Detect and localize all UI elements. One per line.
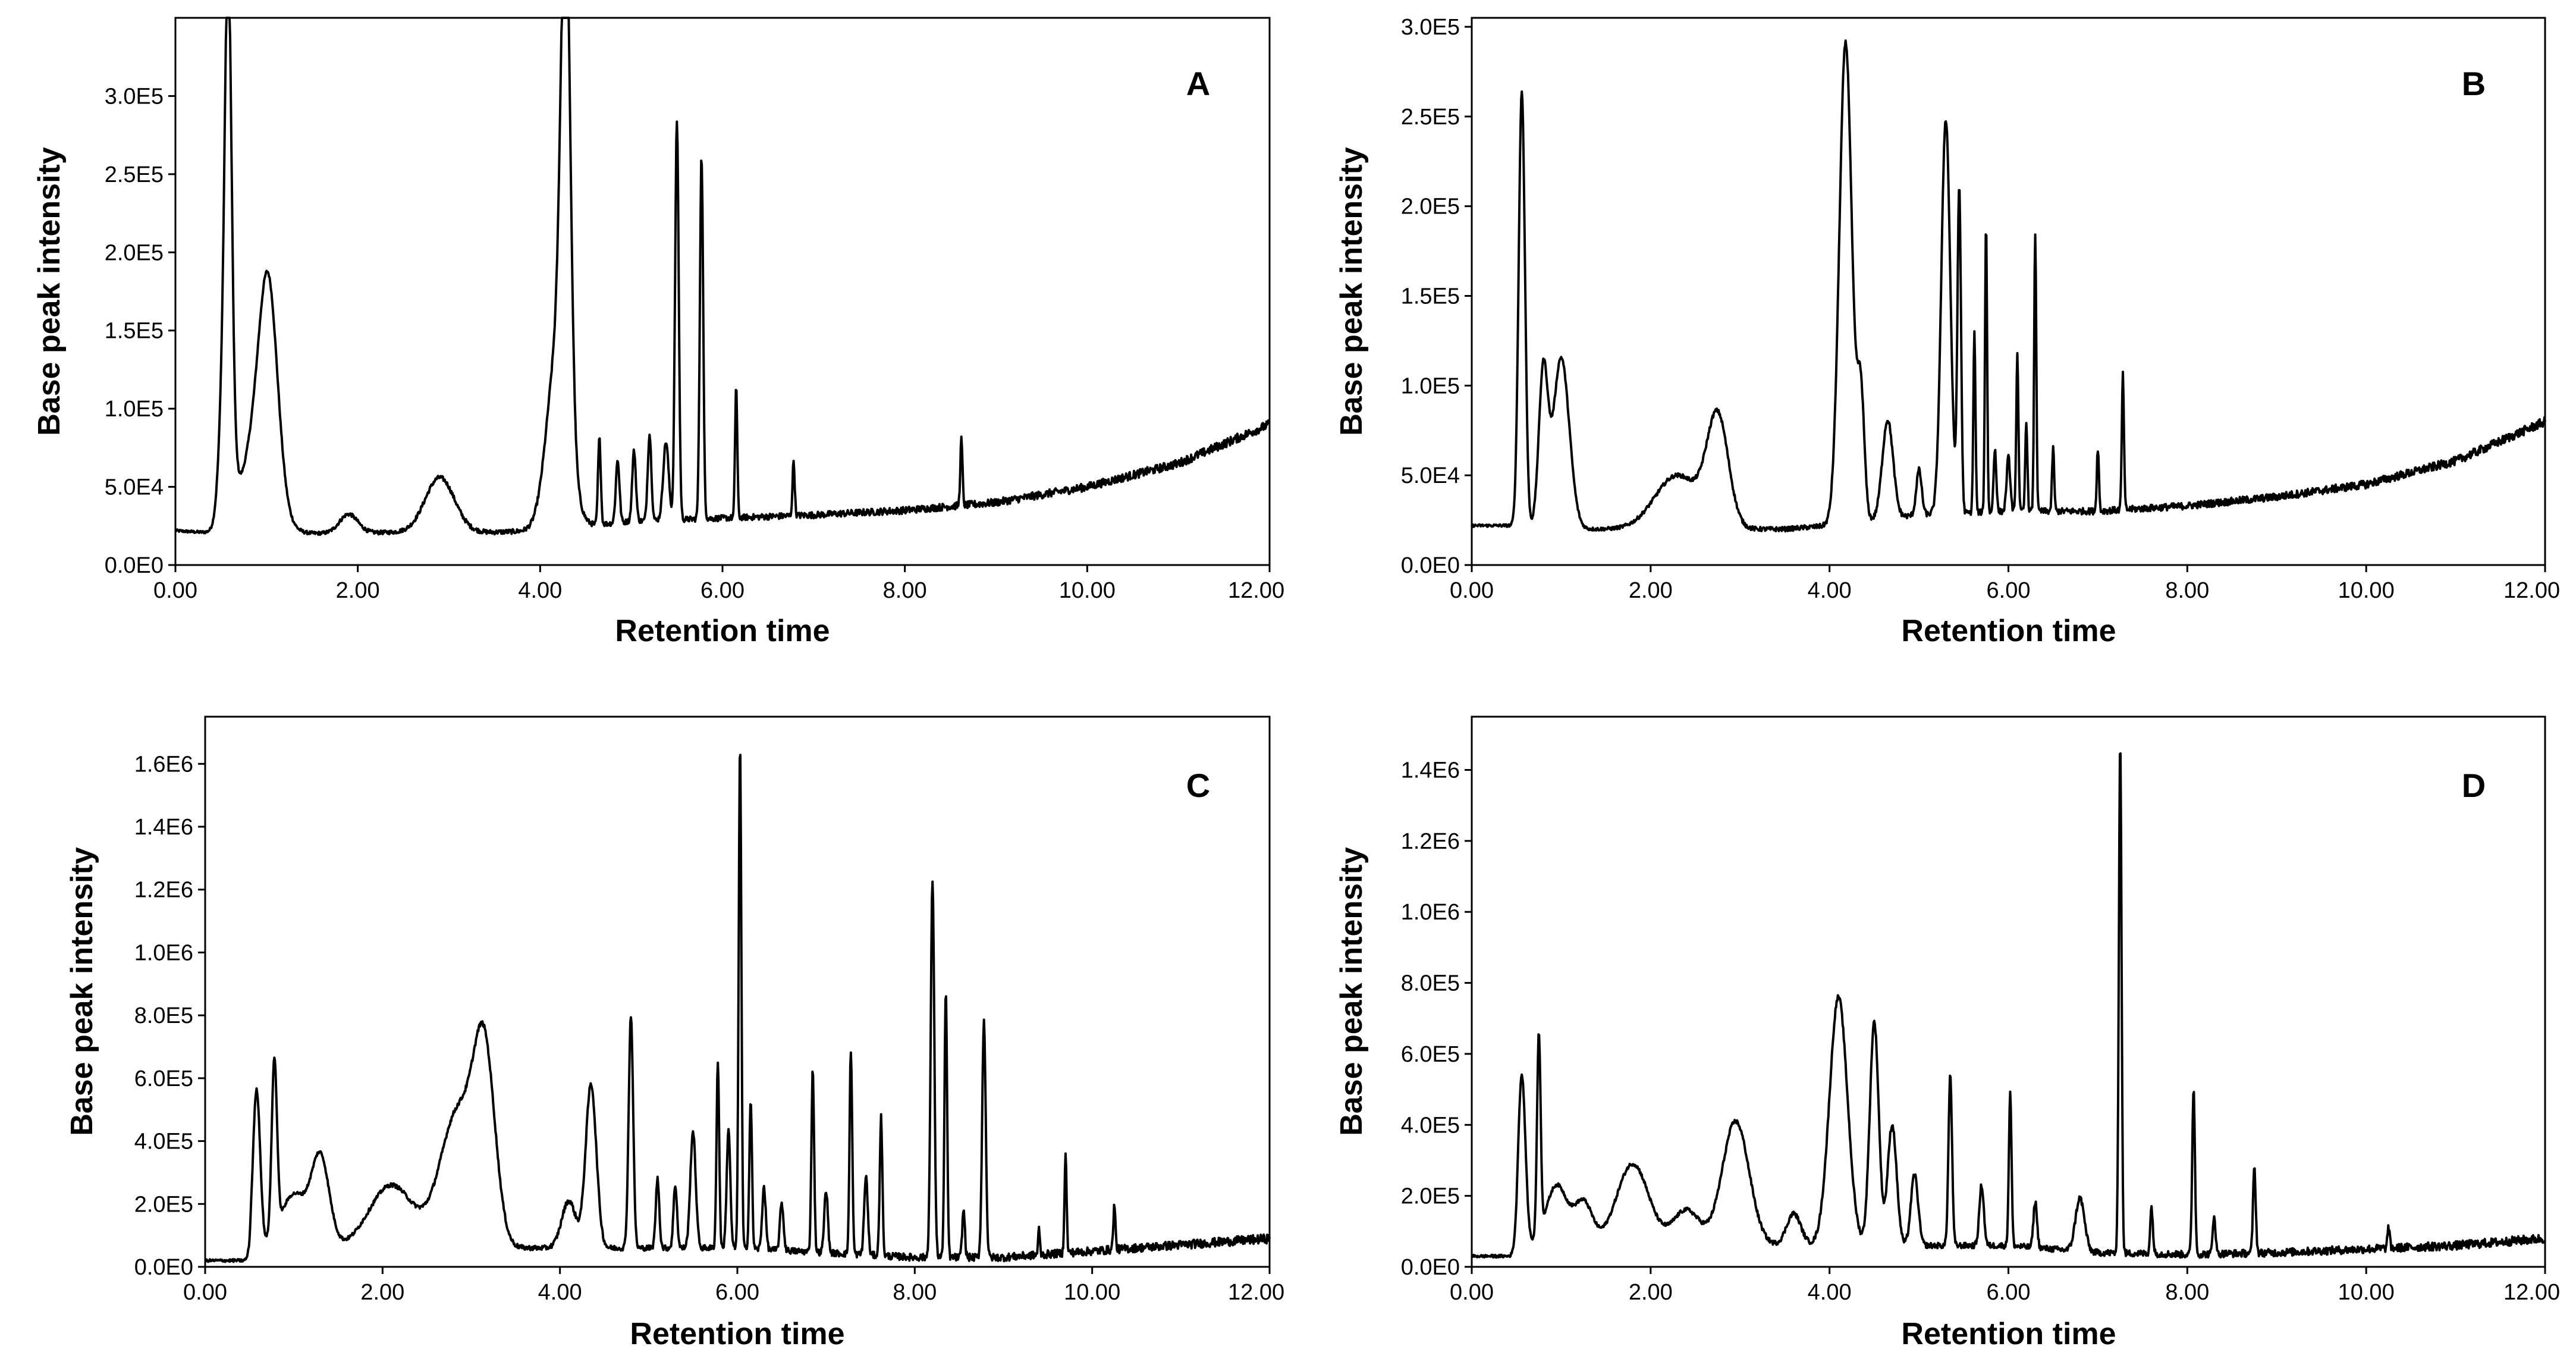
panel-d-x-tick-label: 10.00 [2338, 1280, 2395, 1305]
panel-d-x-tick-label: 8.00 [2165, 1280, 2209, 1305]
panel-d-y-axis-title: Base peak intensity [1334, 847, 1369, 1136]
panel-b-y-tick-label: 5.0E4 [1401, 463, 1460, 488]
panel-d-y-tick-label: 0.0E0 [1401, 1255, 1460, 1280]
panel-c-y-tick-label: 2.0E5 [134, 1192, 193, 1217]
panel-c-y-tick-label: 8.0E5 [134, 1003, 193, 1028]
panel-c-y-axis-title: Base peak intensity [65, 847, 99, 1136]
panel-b-x-ticks: 0.00 2.00 4.00 6.00 8.00 10.00 12.00 [1450, 565, 2560, 603]
panel-d-x-tick-label: 0.00 [1450, 1280, 1494, 1305]
panel-c-label: C [1186, 767, 1210, 804]
panel-c-y-ticks: 0.0E0 2.0E5 4.0E5 6.0E5 8.0E5 1.0E6 1.2E6 1.4E6… [134, 752, 205, 1280]
panel-b-y-axis-title: Base peak intensity [1334, 147, 1369, 436]
panel-a-x-ticks: 0.00 2.00 4.00 6.00 8.00 10.00 12.00 [153, 565, 1284, 603]
panel-b-y-tick-label: 1.0E5 [1401, 374, 1460, 398]
panel-b-x-tick-label: 2.00 [1629, 578, 1673, 603]
panel-a-label: A [1186, 65, 1210, 102]
panel-c: 0.0E0 2.0E5 4.0E5 6.0E5 8.0E5 1.0E6 1.2E6 1.4E6… [65, 715, 1284, 1351]
panel-c-y-tick-label: 1.6E6 [134, 752, 193, 777]
panel-a-x-tick-label: 6.00 [700, 578, 744, 603]
panel-a-x-axis-title: Retention time [615, 614, 830, 648]
panel-b-y-tick-label: 0.0E0 [1401, 553, 1460, 578]
panel-b-x-axis-title: Retention time [1901, 614, 2116, 648]
panel-d-y-tick-label: 2.0E5 [1401, 1184, 1460, 1209]
panel-d-x-tick-label: 4.00 [1808, 1280, 1852, 1305]
panel-d-y-tick-label: 6.0E5 [1401, 1042, 1460, 1067]
panel-c-x-ticks: 0.00 2.00 4.00 6.00 8.00 10.00 12.00 [183, 1267, 1284, 1305]
panel-c-trace [204, 754, 1271, 1263]
panel-a: 0.0E0 5.0E4 1.0E5 1.5E5 2.0E5 2.5E5 3.0E5 0.00… [32, 17, 1284, 648]
panel-c-x-tick-label: 6.00 [715, 1280, 759, 1305]
panel-a-y-tick-label: 3.0E5 [105, 84, 164, 109]
panel-a-x-tick-label: 8.00 [883, 578, 927, 603]
panel-d-y-tick-label: 4.0E5 [1401, 1113, 1460, 1138]
panel-a-y-axis-title: Base peak intensity [32, 147, 67, 436]
panel-b-y-ticks: 0.0E0 5.0E4 1.0E5 1.5E5 2.0E5 2.5E5 3.0E5 [1401, 15, 1472, 578]
panel-c-y-tick-label: 1.2E6 [134, 878, 193, 903]
panel-c-x-tick-label: 12.00 [1228, 1280, 1284, 1305]
panel-b-y-tick-label: 3.0E5 [1401, 15, 1460, 40]
panel-b-x-tick-label: 12.00 [2503, 578, 2560, 603]
panel-c-y-tick-label: 4.0E5 [134, 1129, 193, 1154]
panel-b-y-tick-label: 2.5E5 [1401, 105, 1460, 130]
panel-c-x-tick-label: 4.00 [538, 1280, 582, 1305]
panel-a-x-tick-label: 2.00 [336, 578, 380, 603]
panel-c-y-tick-label: 1.0E6 [134, 940, 193, 965]
panel-a-y-tick-label: 1.0E5 [105, 397, 164, 422]
panel-a-y-ticks: 0.0E0 5.0E4 1.0E5 1.5E5 2.0E5 2.5E5 3.0E5 [105, 84, 175, 578]
panel-b-x-tick-label: 10.00 [2338, 578, 2395, 603]
panel-b-x-tick-label: 0.00 [1450, 578, 1494, 603]
panel-c-y-tick-label: 1.4E6 [134, 815, 193, 840]
panel-d-y-tick-label: 1.0E6 [1401, 900, 1460, 925]
panel-b-x-tick-label: 8.00 [2165, 578, 2209, 603]
panel-a-x-tick-label: 0.00 [153, 578, 197, 603]
panel-d-y-ticks: 0.0E0 2.0E5 4.0E5 6.0E5 8.0E5 1.0E6 1.2E6 1.4E6 [1401, 758, 1472, 1280]
panel-d-x-axis-title: Retention time [1901, 1317, 2116, 1351]
panel-a-x-tick-label: 4.00 [518, 578, 562, 603]
panel-c-x-tick-label: 2.00 [360, 1280, 404, 1305]
panel-b-trace [1471, 39, 2546, 533]
panel-d-x-ticks: 0.00 2.00 4.00 6.00 8.00 10.00 12.00 [1450, 1267, 2560, 1305]
panel-c-x-axis-title: Retention time [630, 1317, 844, 1351]
panel-b-x-tick-label: 6.00 [1987, 578, 2031, 603]
panel-c-y-tick-label: 0.0E0 [134, 1255, 193, 1280]
panel-d-x-tick-label: 2.00 [1629, 1280, 1673, 1305]
panel-a-y-tick-label: 0.0E0 [105, 553, 164, 578]
panel-d-y-tick-label: 1.2E6 [1401, 829, 1460, 854]
panel-a-x-tick-label: 12.00 [1228, 578, 1284, 603]
panel-b-y-tick-label: 1.5E5 [1401, 284, 1460, 309]
panel-a-y-tick-label: 1.5E5 [105, 319, 164, 344]
panel-a-y-tick-label: 2.5E5 [105, 162, 164, 187]
panel-b: 0.0E0 5.0E4 1.0E5 1.5E5 2.0E5 2.5E5 3.0E5 0.00… [1334, 15, 2560, 648]
panel-b-x-tick-label: 4.00 [1808, 578, 1852, 603]
panel-d-trace [1471, 752, 2546, 1259]
panel-d-x-tick-label: 6.00 [1987, 1280, 2031, 1305]
panel-c-x-tick-label: 10.00 [1064, 1280, 1120, 1305]
panel-c-y-tick-label: 6.0E5 [134, 1066, 193, 1091]
panel-b-label: B [2462, 65, 2486, 102]
panel-d: 0.0E0 2.0E5 4.0E5 6.0E5 8.0E5 1.0E6 1.2E6 1.4E6… [1334, 715, 2560, 1351]
panel-c-x-tick-label: 0.00 [183, 1280, 227, 1305]
panel-a-trace [174, 17, 1271, 536]
panel-d-y-tick-label: 1.4E6 [1401, 758, 1460, 783]
panel-b-y-tick-label: 2.0E5 [1401, 194, 1460, 219]
panel-d-x-tick-label: 12.00 [2503, 1280, 2560, 1305]
panel-a-y-tick-label: 5.0E4 [105, 475, 164, 500]
panel-d-y-tick-label: 8.0E5 [1401, 971, 1460, 996]
panel-d-label: D [2462, 767, 2486, 804]
panel-c-x-tick-label: 8.00 [893, 1280, 937, 1305]
panel-a-x-tick-label: 10.00 [1059, 578, 1116, 603]
panel-a-y-tick-label: 2.0E5 [105, 240, 164, 265]
